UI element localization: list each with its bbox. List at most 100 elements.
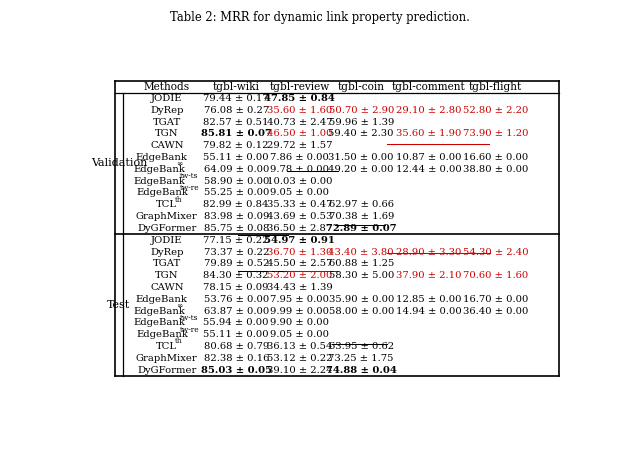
Text: 58.90 ± 0.00: 58.90 ± 0.00	[204, 177, 269, 186]
Text: 74.88 ± 0.04: 74.88 ± 0.04	[326, 365, 397, 375]
Text: 35.90 ± 0.00: 35.90 ± 0.00	[328, 295, 394, 304]
Text: 55.11 ± 0.00: 55.11 ± 0.00	[204, 330, 269, 339]
Text: tgbl-coin: tgbl-coin	[338, 82, 385, 92]
Text: CAWN: CAWN	[150, 283, 184, 292]
Text: 72.89 ± 0.07: 72.89 ± 0.07	[326, 224, 397, 233]
Text: TGN: TGN	[155, 271, 179, 280]
Text: 40.73 ± 2.47: 40.73 ± 2.47	[267, 118, 333, 127]
Text: 80.68 ± 0.79: 80.68 ± 0.79	[204, 342, 269, 351]
Text: GraphMixer: GraphMixer	[136, 354, 198, 363]
Text: 55.94 ± 0.00: 55.94 ± 0.00	[204, 318, 269, 327]
Text: 55.25 ± 0.00: 55.25 ± 0.00	[204, 188, 269, 197]
Text: 64.09 ± 0.00: 64.09 ± 0.00	[204, 165, 269, 174]
Text: 83.98 ± 0.09: 83.98 ± 0.09	[204, 212, 269, 221]
Text: th: th	[175, 196, 182, 203]
Text: TCL: TCL	[156, 342, 177, 351]
Text: Methods: Methods	[144, 82, 190, 92]
Text: Validation: Validation	[91, 158, 147, 168]
Text: 63.95 ± 0.62: 63.95 ± 0.62	[329, 342, 394, 351]
Text: 63.87 ± 0.00: 63.87 ± 0.00	[204, 306, 269, 316]
Text: 79.82 ± 0.12: 79.82 ± 0.12	[204, 141, 269, 150]
Text: 35.33 ± 0.47: 35.33 ± 0.47	[267, 200, 332, 209]
Text: 16.70 ± 0.00: 16.70 ± 0.00	[463, 295, 529, 304]
Text: DyRep: DyRep	[150, 247, 184, 257]
Text: 85.03 ± 0.05: 85.03 ± 0.05	[201, 365, 272, 375]
Text: EdgeBank: EdgeBank	[134, 318, 186, 327]
Text: 82.38 ± 0.16: 82.38 ± 0.16	[204, 354, 269, 363]
Text: 31.50 ± 0.00: 31.50 ± 0.00	[328, 153, 394, 162]
Text: 77.15 ± 0.22: 77.15 ± 0.22	[204, 236, 269, 245]
Text: 35.60 ± 1.60: 35.60 ± 1.60	[267, 106, 332, 115]
Text: 53.20 ± 2.00: 53.20 ± 2.00	[267, 271, 332, 280]
Text: TCL: TCL	[156, 200, 177, 209]
Text: 82.99 ± 0.84: 82.99 ± 0.84	[204, 200, 269, 209]
Text: EdgeBank: EdgeBank	[134, 165, 186, 174]
Text: 7.95 ± 0.00: 7.95 ± 0.00	[270, 295, 329, 304]
Text: EdgeBank: EdgeBank	[136, 153, 188, 162]
Text: 59.40 ± 2.30: 59.40 ± 2.30	[328, 129, 394, 138]
Text: 39.10 ± 2.24: 39.10 ± 2.24	[267, 365, 333, 375]
Text: 43.69 ± 0.53: 43.69 ± 0.53	[267, 212, 332, 221]
Text: 9.99 ± 0.00: 9.99 ± 0.00	[270, 306, 329, 316]
Text: 9.05 ± 0.00: 9.05 ± 0.00	[270, 188, 329, 197]
Text: 14.94 ± 0.00: 14.94 ± 0.00	[396, 306, 461, 316]
Text: 73.37 ± 0.22: 73.37 ± 0.22	[204, 247, 269, 257]
Text: 53.76 ± 0.00: 53.76 ± 0.00	[204, 295, 269, 304]
Text: tw-re: tw-re	[180, 184, 200, 192]
Text: TGN: TGN	[155, 129, 179, 138]
Text: 47.85 ± 0.84: 47.85 ± 0.84	[264, 94, 335, 103]
Text: 36.50 ± 2.87: 36.50 ± 2.87	[267, 224, 332, 233]
Text: 85.81 ± 0.07: 85.81 ± 0.07	[201, 129, 271, 138]
Text: 54.30 ± 2.40: 54.30 ± 2.40	[463, 247, 529, 257]
Text: 38.80 ± 0.00: 38.80 ± 0.00	[463, 165, 529, 174]
Text: tgbl-review: tgbl-review	[269, 82, 330, 92]
Text: 9.90 ± 0.00: 9.90 ± 0.00	[270, 318, 329, 327]
Text: 70.60 ± 1.60: 70.60 ± 1.60	[463, 271, 528, 280]
Text: 29.10 ± 2.80: 29.10 ± 2.80	[396, 106, 461, 115]
Text: 10.03 ± 0.00: 10.03 ± 0.00	[267, 177, 332, 186]
Text: EdgeBank: EdgeBank	[136, 188, 188, 197]
Text: 82.57 ± 0.51: 82.57 ± 0.51	[204, 118, 269, 127]
Text: 50.70 ± 2.90: 50.70 ± 2.90	[328, 106, 394, 115]
Text: 54.97 ± 0.91: 54.97 ± 0.91	[264, 236, 335, 245]
Text: 55.11 ± 0.00: 55.11 ± 0.00	[204, 153, 269, 162]
Text: DyRep: DyRep	[150, 106, 184, 115]
Text: 34.43 ± 1.39: 34.43 ± 1.39	[267, 283, 333, 292]
Text: EdgeBank: EdgeBank	[136, 330, 188, 339]
Text: 36.40 ± 0.00: 36.40 ± 0.00	[463, 306, 529, 316]
Text: 12.44 ± 0.00: 12.44 ± 0.00	[396, 165, 461, 174]
Text: tw-ts: tw-ts	[180, 314, 199, 322]
Text: Table 2: MRR for dynamic link property prediction.: Table 2: MRR for dynamic link property p…	[170, 11, 470, 25]
Text: 76.08 ± 0.27: 76.08 ± 0.27	[204, 106, 269, 115]
Text: 10.87 ± 0.00: 10.87 ± 0.00	[396, 153, 461, 162]
Text: ∞: ∞	[177, 302, 183, 310]
Text: 52.80 ± 2.20: 52.80 ± 2.20	[463, 106, 529, 115]
Text: 58.00 ± 0.00: 58.00 ± 0.00	[328, 306, 394, 316]
Text: tw-ts: tw-ts	[180, 172, 199, 180]
Text: DyGFormer: DyGFormer	[137, 224, 196, 233]
Text: 79.89 ± 0.52: 79.89 ± 0.52	[204, 259, 269, 268]
Text: 28.90 ± 3.30: 28.90 ± 3.30	[396, 247, 461, 257]
Text: tgbl-flight: tgbl-flight	[469, 82, 522, 92]
Text: 53.12 ± 0.22: 53.12 ± 0.22	[267, 354, 332, 363]
Text: 35.60 ± 1.90: 35.60 ± 1.90	[396, 129, 461, 138]
Text: 37.90 ± 2.10: 37.90 ± 2.10	[396, 271, 461, 280]
Text: 58.30 ± 5.00: 58.30 ± 5.00	[328, 271, 394, 280]
Text: 62.97 ± 0.66: 62.97 ± 0.66	[329, 200, 394, 209]
Text: tw-re: tw-re	[180, 326, 200, 334]
Text: 29.72 ± 1.57: 29.72 ± 1.57	[267, 141, 332, 150]
Text: tgbl-wiki: tgbl-wiki	[212, 82, 260, 92]
Text: th: th	[175, 337, 182, 345]
Text: 85.75 ± 0.08: 85.75 ± 0.08	[204, 224, 269, 233]
Text: 46.50 ± 1.00: 46.50 ± 1.00	[267, 129, 332, 138]
Text: JODIE: JODIE	[151, 94, 182, 103]
Text: 36.70 ± 1.30: 36.70 ± 1.30	[267, 247, 332, 257]
Text: 9.05 ± 0.00: 9.05 ± 0.00	[270, 330, 329, 339]
Text: 16.60 ± 0.00: 16.60 ± 0.00	[463, 153, 528, 162]
Text: Test: Test	[108, 300, 131, 310]
Text: EdgeBank: EdgeBank	[136, 295, 188, 304]
Text: 70.38 ± 1.69: 70.38 ± 1.69	[328, 212, 394, 221]
Text: 73.25 ± 1.75: 73.25 ± 1.75	[328, 354, 394, 363]
Text: EdgeBank: EdgeBank	[134, 177, 186, 186]
Text: 84.30 ± 0.32: 84.30 ± 0.32	[204, 271, 269, 280]
